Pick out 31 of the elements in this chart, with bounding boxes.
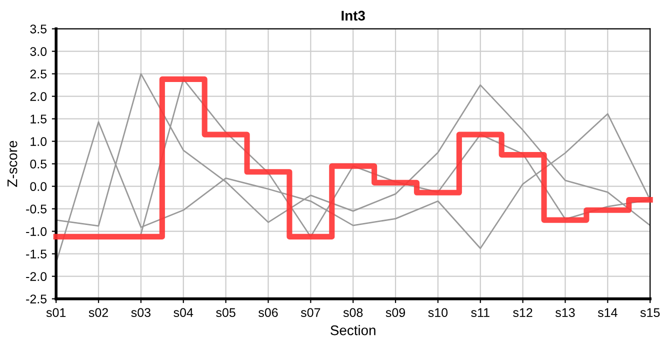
- x-tick-label: s09: [386, 308, 406, 318]
- x-tick-label: s05: [216, 308, 236, 318]
- x-tick-label: s02: [88, 308, 108, 318]
- x-tick-label: s01: [46, 308, 66, 318]
- y-tick-label: 1.5: [30, 114, 47, 124]
- x-tick-label: s03: [131, 308, 150, 318]
- x-tick-label: s04: [174, 308, 194, 318]
- x-axis-title: Section: [330, 325, 376, 336]
- x-tick-label: s14: [598, 308, 618, 318]
- x-tick-label: s12: [513, 308, 532, 318]
- y-tick-label: 1.0: [30, 137, 47, 146]
- x-tick-label: s06: [258, 308, 278, 318]
- y-tick-label: 0.5: [30, 160, 47, 168]
- y-tick-label: 3.5: [30, 24, 47, 34]
- y-tick-label: 3.0: [30, 47, 47, 56]
- x-tick-label: s10: [428, 308, 448, 318]
- y-axis-title: Z-score: [8, 140, 18, 187]
- y-tick-label: -2.0: [26, 272, 47, 281]
- chart-title: Int3: [342, 10, 365, 21]
- y-tick-label: 0.0: [30, 182, 47, 191]
- y-tick-label: -2.5: [26, 294, 47, 304]
- x-tick-label: s07: [300, 308, 320, 318]
- x-tick-label: s15: [640, 308, 660, 318]
- x-tick-label: s08: [343, 308, 363, 318]
- x-tick-label: s13: [556, 308, 575, 318]
- y-tick-label: -1.5: [26, 250, 47, 258]
- y-tick-label: 2.0: [30, 92, 47, 101]
- y-tick-label: -0.5: [26, 204, 47, 214]
- y-tick-label: -1.0: [26, 227, 47, 236]
- y-tick-label: 2.5: [30, 70, 47, 78]
- x-tick-label: s11: [471, 308, 490, 318]
